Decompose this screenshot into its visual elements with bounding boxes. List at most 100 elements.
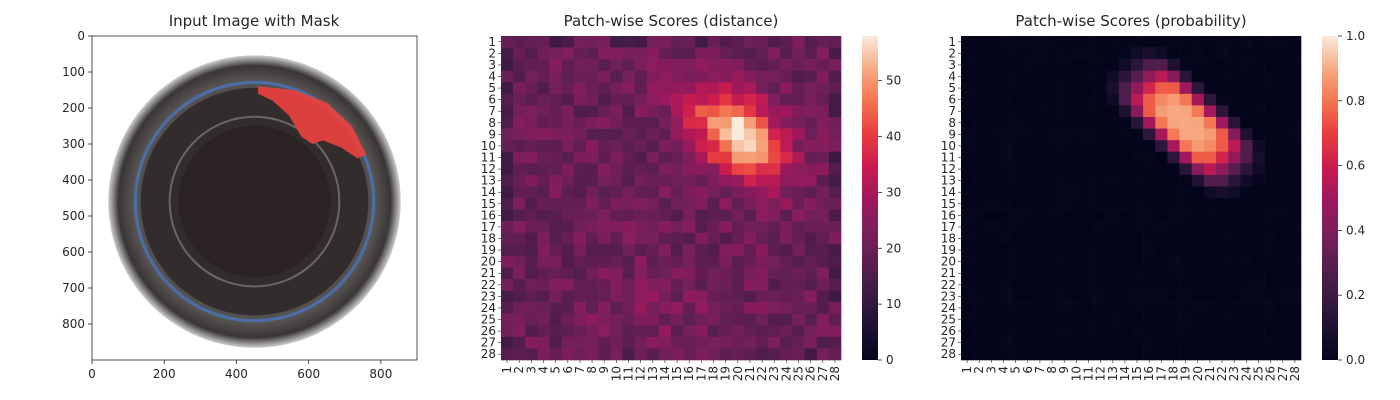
heatmap-cell — [622, 267, 635, 280]
heatmap-cell — [985, 255, 998, 268]
x-tick-label: 600 — [297, 367, 320, 381]
heatmap-cell — [671, 221, 684, 234]
heatmap-cell — [780, 186, 793, 199]
heatmap-cell — [586, 174, 599, 187]
heatmap-cell — [525, 128, 538, 141]
heatmap-cell — [707, 128, 720, 141]
heatmap-cell — [973, 59, 986, 72]
heatmap-cell — [658, 117, 672, 129]
heatmap-cell — [1118, 47, 1132, 60]
heatmap-cell — [1046, 221, 1059, 234]
heatmap-cell — [1155, 302, 1168, 315]
y-tick-label: 5 — [948, 81, 956, 95]
heatmap-cell — [1118, 336, 1132, 349]
y-tick-label: 8 — [948, 116, 956, 130]
heatmap-cell — [1228, 105, 1241, 118]
heatmap-cell — [695, 221, 708, 234]
heatmap-cell — [1021, 36, 1035, 48]
heatmap-cell — [768, 36, 781, 48]
heatmap-cell — [561, 93, 575, 106]
heatmap-cell — [586, 336, 599, 349]
heatmap-cell — [598, 244, 611, 257]
heatmap-cell — [1058, 290, 1071, 303]
heatmap-cell — [1179, 36, 1193, 48]
heatmap-cell — [1203, 47, 1217, 60]
heatmap-cell — [1131, 290, 1144, 303]
heatmap-cell — [1252, 128, 1265, 141]
heatmap-cell — [537, 128, 550, 141]
heatmap-cell — [1264, 140, 1278, 153]
heatmap-cell — [719, 163, 733, 176]
heatmap-cell — [634, 313, 648, 326]
heatmap-cell — [537, 105, 550, 118]
heatmap-cell — [1167, 244, 1180, 257]
x-tick-label: 18 — [1167, 366, 1181, 381]
heatmap-cell — [1009, 70, 1023, 83]
x-tick-label: 27 — [1276, 366, 1290, 381]
heatmap-cell — [780, 325, 793, 338]
heatmap-cell — [1046, 279, 1059, 291]
heatmap-cell — [658, 279, 672, 291]
heatmap-cell — [1143, 105, 1156, 118]
heatmap-cell — [1191, 128, 1205, 141]
heatmap-cell — [1033, 302, 1047, 315]
heatmap-cell — [1276, 82, 1290, 95]
heatmap-cell — [1191, 47, 1205, 60]
heatmap-cell — [731, 151, 745, 164]
heatmap-cell — [1009, 59, 1023, 72]
heatmap-cell — [792, 336, 805, 349]
heatmap-cell — [1216, 267, 1229, 280]
heatmap-cell — [1264, 198, 1278, 210]
heatmap-cell — [792, 198, 805, 210]
heatmap-cell — [1058, 47, 1071, 60]
heatmap-cell — [586, 163, 599, 176]
heatmap-cell — [1021, 186, 1035, 199]
heatmap-cell — [780, 105, 793, 118]
heatmap-cell — [1009, 105, 1023, 118]
heatmap-cell — [719, 174, 733, 187]
heatmap-cell — [549, 93, 563, 106]
heatmap-cell — [525, 82, 538, 95]
heatmap-cell — [780, 302, 793, 315]
heatmap-cell — [598, 221, 611, 234]
heatmap-cell — [1155, 186, 1168, 199]
heatmap-cell — [1288, 325, 1302, 338]
heatmap-cell — [816, 244, 830, 257]
heatmap-cell — [756, 105, 769, 118]
heatmap-cell — [683, 221, 696, 234]
heatmap-cell — [1094, 209, 1108, 222]
heatmap-cell — [1179, 93, 1193, 106]
heatmap-cell — [1191, 221, 1205, 234]
heatmap-cell — [1191, 36, 1205, 48]
heatmap-cell — [756, 151, 769, 164]
heatmap-cell — [743, 128, 757, 141]
heatmap-cell — [828, 302, 842, 315]
heatmap-cell — [1288, 93, 1302, 106]
y-tick-label: 22 — [941, 278, 956, 292]
heatmap-cell — [549, 82, 563, 95]
heatmap-cell — [1155, 140, 1168, 153]
heatmap-cell — [561, 36, 575, 48]
heatmap-cell — [658, 70, 672, 83]
heatmap-cell — [973, 163, 986, 176]
heatmap-cell — [1167, 128, 1180, 141]
heatmap-cell — [1143, 221, 1156, 234]
heatmap-cell — [671, 128, 684, 141]
heatmap-cell — [816, 267, 830, 280]
heatmap-cell — [1216, 290, 1229, 303]
y-tick-label: 17 — [481, 220, 496, 234]
heatmap-cell — [1033, 221, 1047, 234]
heatmap-cell — [1118, 93, 1132, 106]
heatmap-cell — [1143, 186, 1156, 199]
heatmap-cell — [731, 117, 745, 129]
heatmap-cell — [513, 290, 526, 303]
heatmap-cell — [1240, 244, 1253, 257]
heatmap-cell — [756, 348, 769, 361]
heatmap-cell — [561, 59, 575, 72]
heatmap-cell — [525, 105, 538, 118]
heatmap-cell — [743, 151, 757, 164]
heatmap-cell — [997, 313, 1010, 326]
heatmap-cell — [1216, 140, 1229, 153]
heatmap-cell — [634, 290, 648, 303]
heatmap-cell — [768, 279, 781, 291]
